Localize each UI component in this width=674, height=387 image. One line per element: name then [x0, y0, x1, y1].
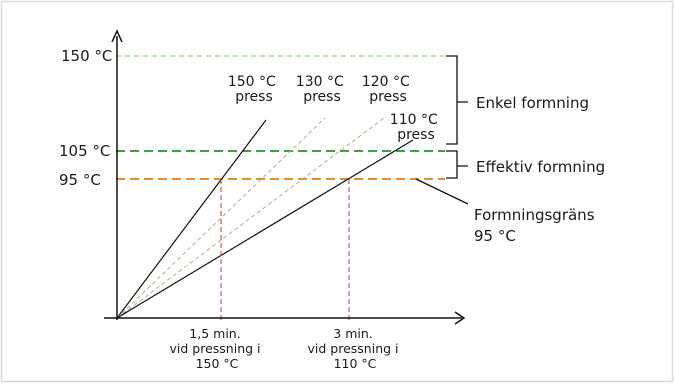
y-label-95c: 95 °C [59, 171, 101, 189]
press-line-120c [117, 118, 384, 318]
press-label-130c: 130 °C press [296, 74, 348, 105]
press-line-150c [117, 120, 266, 318]
y-label-105c: 105 °C [59, 142, 110, 160]
time-label-1-5-min: 1,5 min. vid pressning i 150 °C [170, 326, 265, 371]
label-enkel-formning: Enkel formning [476, 94, 589, 112]
press-label-110c: 110 °C press [390, 112, 442, 143]
press-label-150c-temp: 150 °C [228, 74, 276, 90]
time-label-1-5-min-text: vid pressning i [170, 341, 261, 356]
limit-pointer [416, 179, 468, 204]
label-formningsgrans: Formningsgräns 95 °C [474, 206, 599, 245]
press-label-120c: 120 °C press [362, 74, 414, 105]
press-label-110c-temp: 110 °C [390, 112, 438, 128]
press-label-120c-temp: 120 °C [362, 74, 410, 90]
time-label-1-5-min-value: 1,5 min. [189, 326, 240, 341]
press-label-150c-word: press [235, 89, 273, 105]
label-effektiv-formning: Effektiv formning [476, 158, 605, 176]
press-label-130c-temp: 130 °C [296, 74, 344, 90]
time-label-3-min-temp: 110 °C [334, 356, 377, 371]
press-label-110c-word: press [397, 127, 435, 143]
press-label-150c: 150 °C press [228, 74, 280, 105]
label-formningsgrans-title: Formningsgräns [474, 206, 595, 224]
label-formningsgrans-value: 95 °C [474, 227, 516, 245]
bracket-enkel-formning [446, 56, 468, 144]
time-label-1-5-min-temp: 150 °C [196, 356, 239, 371]
time-label-3-min: 3 min. vid pressning i 110 °C [308, 326, 403, 371]
press-line-110c [117, 140, 413, 318]
y-label-150c: 150 °C [61, 47, 112, 65]
time-label-3-min-value: 3 min. [333, 326, 372, 341]
press-label-130c-word: press [303, 89, 341, 105]
press-label-120c-word: press [369, 89, 407, 105]
bracket-effektiv-formning [446, 151, 468, 178]
time-label-3-min-text: vid pressning i [308, 341, 399, 356]
